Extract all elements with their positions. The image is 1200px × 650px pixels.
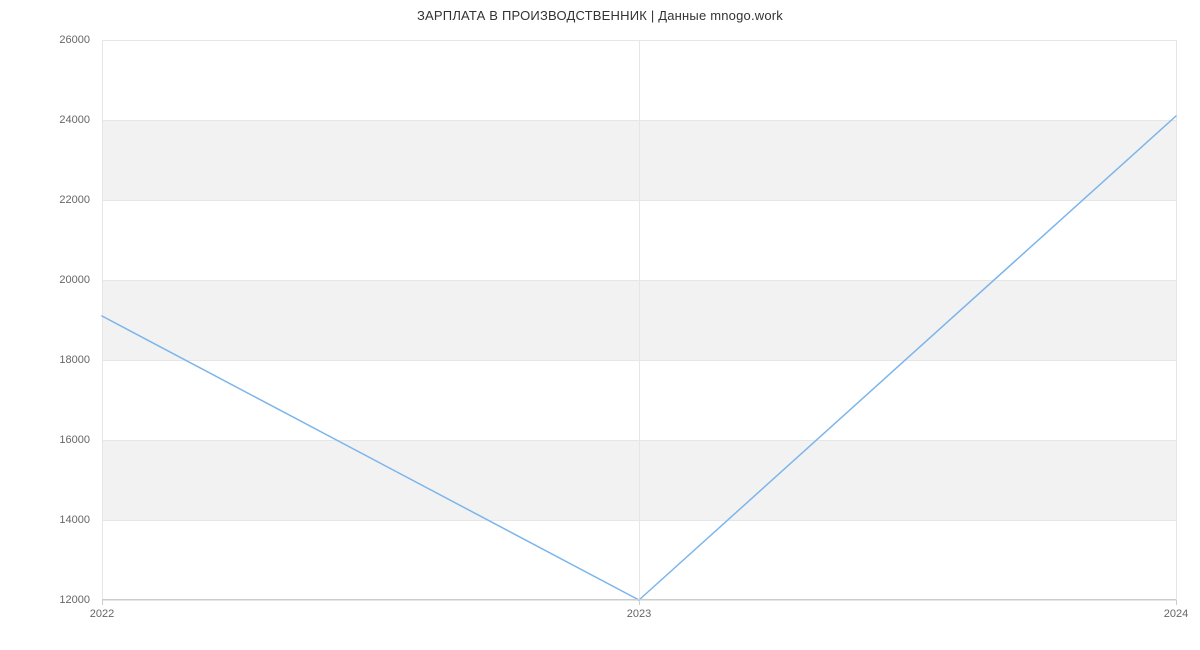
x-tick-mark <box>102 600 103 605</box>
x-tick-label: 2022 <box>90 608 114 620</box>
x-tick-label: 2023 <box>627 608 651 620</box>
plot-area <box>102 40 1176 600</box>
y-tick-label: 20000 <box>0 274 90 286</box>
y-tick-label: 22000 <box>0 194 90 206</box>
x-tick-mark <box>1176 600 1177 605</box>
y-tick-label: 26000 <box>0 34 90 46</box>
y-tick-label: 16000 <box>0 434 90 446</box>
gridline-vertical <box>1176 40 1177 600</box>
y-tick-label: 14000 <box>0 514 90 526</box>
chart-title: ЗАРПЛАТА В ПРОИЗВОДСТВЕННИК | Данные mno… <box>0 8 1200 23</box>
y-tick-label: 18000 <box>0 354 90 366</box>
series-layer <box>102 40 1176 600</box>
x-tick-label: 2024 <box>1164 608 1188 620</box>
line-chart: ЗАРПЛАТА В ПРОИЗВОДСТВЕННИК | Данные mno… <box>0 0 1200 650</box>
y-tick-label: 12000 <box>0 594 90 606</box>
x-tick-mark <box>639 600 640 605</box>
y-tick-label: 24000 <box>0 114 90 126</box>
series-line <box>102 116 1176 600</box>
